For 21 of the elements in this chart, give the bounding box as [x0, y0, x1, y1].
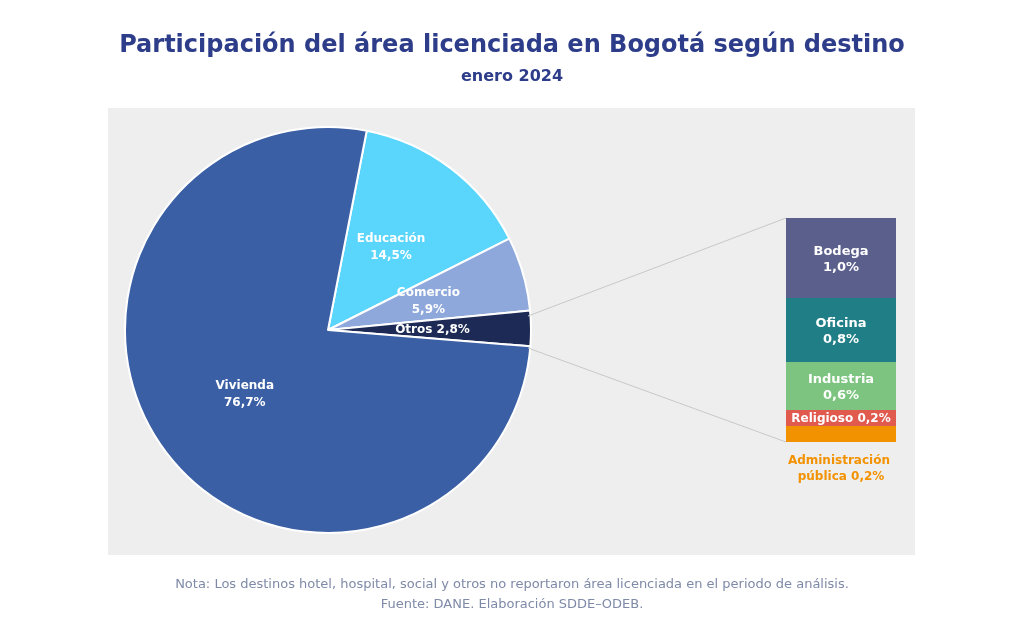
data-label: 5,9%: [411, 302, 446, 317]
slice-label: Educación: [356, 231, 426, 246]
data-label: 1,0%: [822, 258, 860, 274]
source-note: Fuente: DANE. Elaboración SDDE–ODEB.: [379, 595, 645, 613]
series-label: Oficina: [815, 314, 867, 330]
data-label: 14,5%: [370, 248, 412, 263]
bar: [786, 218, 896, 298]
series-label: Industria: [807, 370, 875, 386]
data-label: 76,7%: [223, 394, 266, 409]
text: Administración pública 0,2%: [787, 453, 890, 483]
text: Nota: Los destinos hotel, hospital, social y otros no reportaron área licenciada en el periodo de análisis.: [174, 575, 850, 593]
slice-label: Otros 2,8%: [395, 322, 470, 337]
series-label: Bodega: [813, 242, 869, 258]
chart-title: Participación del área licenciada en Bogotá según destino: [118, 30, 906, 58]
slice-label: Vivienda: [215, 377, 275, 392]
bar: [786, 298, 896, 362]
chart-subtitle: enero 2024: [459, 66, 565, 85]
text: Religioso 0,2%: [791, 411, 891, 425]
data-label: 0,8%: [822, 330, 860, 346]
bar: [786, 426, 896, 442]
data-label: 0,6%: [822, 386, 860, 402]
